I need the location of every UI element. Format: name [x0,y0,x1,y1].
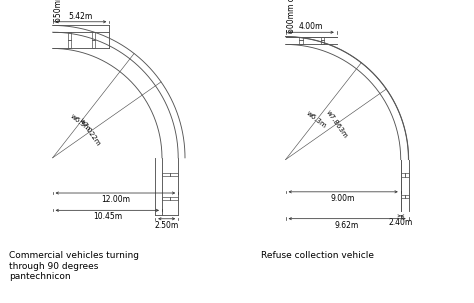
Text: 10.45m: 10.45m [93,212,122,221]
Bar [401,173,409,177]
Text: 2.40m: 2.40m [389,218,413,227]
Bar [401,195,409,198]
Text: 9.62m: 9.62m [335,221,359,230]
Text: 650mm overhang: 650mm overhang [54,0,63,22]
Text: 2.50m: 2.50m [155,221,179,230]
Text: w7.022m: w7.022m [78,117,102,147]
Text: 12.00m: 12.00m [101,195,130,204]
Text: Commercial vehicles turning
through 90 degrees
pantechnicon: Commercial vehicles turning through 90 d… [9,251,139,281]
Bar [92,32,95,48]
Text: w7.863m: w7.863m [325,109,348,139]
Bar [320,36,324,45]
Text: 9.00m: 9.00m [331,194,356,203]
Text: w6.3m: w6.3m [305,111,328,130]
Bar [162,197,178,200]
Bar [299,36,303,45]
Bar [162,173,178,176]
Text: 5.42m: 5.42m [69,12,93,21]
Text: Refuse collection vehicle: Refuse collection vehicle [261,251,374,261]
Text: w6.9m: w6.9m [69,113,91,132]
Bar [68,32,71,48]
Text: 4.00m: 4.00m [299,22,323,31]
Text: 600mm overhang: 600mm overhang [287,0,296,33]
